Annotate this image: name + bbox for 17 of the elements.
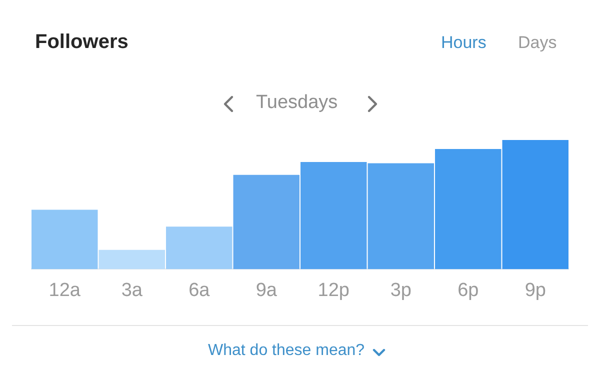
x-tick-label: 12a bbox=[48, 280, 81, 301]
x-tick-label: 3a bbox=[121, 280, 143, 301]
chart-title: Followers bbox=[35, 31, 128, 54]
bar bbox=[32, 210, 98, 270]
text: Hours bbox=[441, 33, 486, 53]
x-tick-label: 6p bbox=[458, 280, 479, 301]
x-tick-label: 12p bbox=[318, 280, 350, 301]
text: Days bbox=[518, 33, 557, 53]
x-tick-label: 9p bbox=[524, 280, 546, 301]
x-tick-label: 6a bbox=[188, 280, 210, 301]
bar bbox=[166, 226, 232, 270]
text: What do these mean? bbox=[208, 342, 365, 360]
chart-subtitle: Tuesdays bbox=[256, 92, 338, 114]
bar bbox=[98, 250, 165, 270]
x-tick-label: 3p bbox=[390, 280, 412, 301]
bar bbox=[233, 174, 300, 270]
x-tick-label: 9a bbox=[256, 280, 278, 301]
